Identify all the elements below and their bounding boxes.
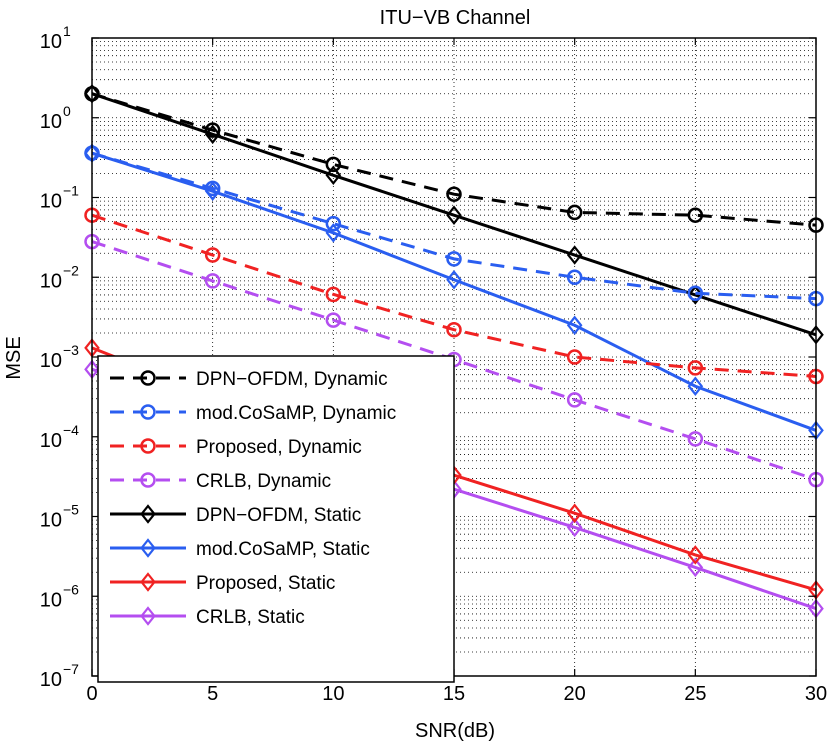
marker-diamond xyxy=(566,315,583,336)
legend-item: Proposed, Static xyxy=(110,572,335,594)
marker-diamond xyxy=(140,572,156,592)
marker-circle xyxy=(446,321,462,338)
marker-circle xyxy=(446,251,462,267)
chart-title: ITU−VB Channel xyxy=(380,7,531,29)
series-line xyxy=(91,92,817,337)
marker-circle xyxy=(687,360,704,376)
marker-diamond xyxy=(687,545,704,565)
legend: DPN−OFDM, Dynamic mod.CoSaMP, Dynamic Prop… xyxy=(97,355,455,683)
marker-circle xyxy=(566,269,583,285)
x-tick-label: 30 xyxy=(805,683,827,705)
y-tick-label-base: 10 xyxy=(40,430,62,452)
y-tick-label-exponent: −2 xyxy=(63,262,79,278)
marker-circle xyxy=(566,204,583,221)
y-axis-label: MSE xyxy=(3,336,25,379)
legend-label: mod.CoSaMP, Static xyxy=(196,539,370,560)
legend-item: CRLB, Dynamic xyxy=(110,471,331,492)
marker-diamond xyxy=(446,270,462,290)
series-line xyxy=(91,213,817,378)
y-tick-label-exponent: −6 xyxy=(63,581,79,597)
legend-item: mod.CoSaMP, Static xyxy=(110,538,370,560)
legend-label: Proposed, Dynamic xyxy=(196,437,362,458)
marker-circle xyxy=(140,472,156,488)
legend-item: CRLB, Static xyxy=(110,606,305,628)
y-tick-label-exponent: 1 xyxy=(63,23,71,39)
series-dpn-ofdm-dynamic xyxy=(84,85,824,233)
marker-diamond xyxy=(566,245,583,265)
marker-circle xyxy=(446,186,462,202)
legend-box xyxy=(97,355,455,683)
marker-circle xyxy=(687,285,704,302)
marker-diamond xyxy=(325,165,342,186)
marker-circle xyxy=(566,392,583,408)
marker-circle xyxy=(204,247,221,263)
y-tick-label-base: 10 xyxy=(40,111,62,133)
series-line xyxy=(91,92,817,227)
x-tick-label: 5 xyxy=(207,683,218,705)
marker-diamond xyxy=(566,517,583,538)
legend-label: CRLB, Static xyxy=(196,607,305,628)
legend-item: DPN−OFDM, Dynamic xyxy=(110,369,388,390)
series-line xyxy=(91,151,817,301)
y-tick-label-exponent: −1 xyxy=(63,183,79,199)
marker-diamond xyxy=(325,223,342,243)
marker-circle xyxy=(687,431,704,447)
marker-circle xyxy=(204,122,221,138)
y-tick-label-exponent: 0 xyxy=(63,103,71,119)
legend-item: mod.CoSaMP, Dynamic xyxy=(110,403,396,424)
legend-label: mod.CoSaMP, Dynamic xyxy=(196,403,396,424)
legend-label: Proposed, Static xyxy=(196,573,335,594)
y-tick-label-exponent: −5 xyxy=(63,502,79,518)
x-tick-label: 0 xyxy=(86,683,97,705)
marker-circle xyxy=(325,215,342,232)
legend-label: CRLB, Dynamic xyxy=(196,471,331,492)
y-tick-label-base: 10 xyxy=(40,350,62,372)
y-tick-label-base: 10 xyxy=(40,31,62,53)
marker-diamond xyxy=(687,557,704,578)
y-tick-label-exponent: −3 xyxy=(63,342,79,358)
y-tick-label-base: 10 xyxy=(40,589,62,611)
series-mod-cosamp-static xyxy=(84,143,824,441)
y-tick-label-exponent: −7 xyxy=(63,661,79,677)
y-tick-label-exponent: −4 xyxy=(63,422,79,438)
legend-item: DPN−OFDM, Static xyxy=(110,504,361,526)
marker-diamond xyxy=(566,503,583,523)
marker-circle xyxy=(140,404,156,420)
marker-diamond xyxy=(140,538,156,558)
legend-label: DPN−OFDM, Static xyxy=(196,505,361,526)
marker-circle xyxy=(566,349,583,365)
legend-label: DPN−OFDM, Dynamic xyxy=(196,369,388,390)
y-tick-label-base: 10 xyxy=(40,669,62,691)
marker-diamond xyxy=(140,504,156,524)
marker-diamond xyxy=(140,606,156,626)
marker-circle xyxy=(687,207,704,223)
x-tick-label: 10 xyxy=(322,683,344,705)
x-tick-label: 15 xyxy=(443,683,465,705)
series-line xyxy=(91,151,817,432)
marker-circle xyxy=(325,286,342,303)
marker-circle xyxy=(325,156,342,173)
legend-item: Proposed, Dynamic xyxy=(110,437,362,458)
x-tick-label: 25 xyxy=(684,683,706,705)
marker-circle xyxy=(140,438,156,454)
y-tick-label-base: 10 xyxy=(40,191,62,213)
marker-diamond xyxy=(446,205,462,225)
marker-diamond xyxy=(687,376,704,396)
marker-diamond xyxy=(204,124,221,145)
x-axis-label: SNR(dB) xyxy=(415,720,495,742)
marker-circle xyxy=(204,180,221,197)
marker-circle xyxy=(140,370,156,386)
marker-circle xyxy=(204,273,221,289)
y-tick-label-base: 10 xyxy=(40,510,62,532)
x-tick-label: 20 xyxy=(564,683,586,705)
y-tick-label-base: 10 xyxy=(40,270,62,292)
marker-circle xyxy=(325,312,342,328)
